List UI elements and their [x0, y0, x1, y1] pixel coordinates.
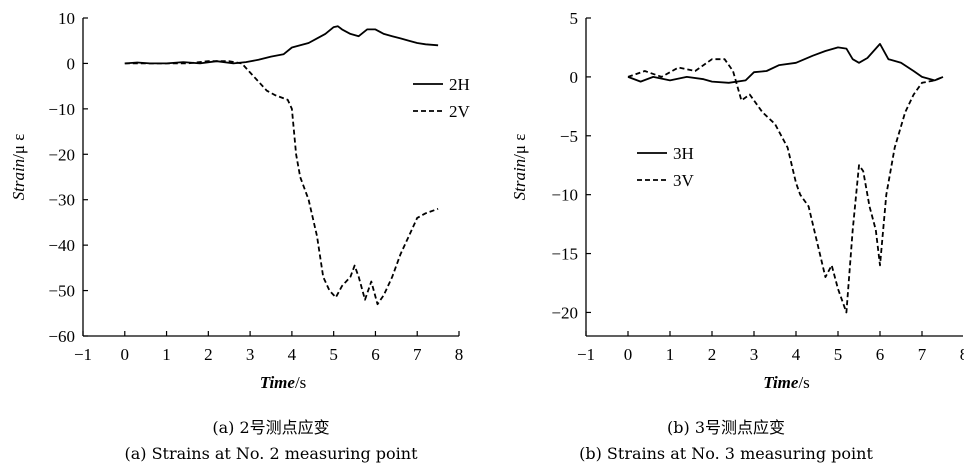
y-tick-label: −20	[551, 303, 578, 322]
x-tick-label: −1	[577, 345, 595, 364]
x-tick-label: 0	[624, 345, 633, 364]
y-axis-label-name: Strain	[9, 159, 28, 201]
series-line-2V	[124, 60, 439, 306]
x-tick-label: 4	[288, 345, 297, 364]
x-tick-label: 5	[834, 345, 843, 364]
y-tick-label: −10	[48, 100, 75, 119]
legend-label-2V: 2V	[449, 102, 471, 121]
series-line-3V	[627, 58, 944, 314]
x-tick-label: −1	[74, 345, 92, 364]
caption-cn: (a) 2号测点应变	[212, 418, 329, 437]
x-tick-label: 2	[204, 345, 213, 364]
y-tick-label: −40	[48, 236, 75, 255]
y-tick-label: 0	[570, 68, 579, 87]
legend-label-2H: 2H	[449, 75, 470, 94]
y-tick-label: −15	[551, 245, 578, 264]
y-axis-label: Strain/μ ε	[510, 134, 529, 201]
x-tick-label: 8	[960, 345, 964, 364]
y-tick-label: −10	[551, 186, 578, 205]
x-axis-label-name: Time	[763, 373, 799, 392]
x-tick-label: 4	[792, 345, 801, 364]
series-line-3H	[627, 43, 944, 84]
y-axis-label: Strain/μ ε	[9, 134, 28, 201]
x-axis-label-unit: /s	[295, 373, 306, 392]
x-tick-label: 1	[666, 345, 675, 364]
y-tick-label: 10	[58, 9, 75, 28]
x-tick-label: 5	[329, 345, 338, 364]
caption-en: (a) Strains at No. 2 measuring point	[124, 444, 418, 463]
x-tick-label: 6	[371, 345, 380, 364]
x-tick-label: 0	[121, 345, 130, 364]
caption-en: (b) Strains at No. 3 measuring point	[579, 444, 873, 463]
x-tick-label: 1	[162, 345, 171, 364]
y-tick-label: 5	[570, 9, 579, 28]
y-tick-label: −20	[48, 145, 75, 164]
x-axis-label-name: Time	[260, 373, 296, 392]
x-tick-label: 8	[455, 345, 464, 364]
y-axis-label-name: Strain	[510, 159, 529, 201]
series-line-2H	[124, 25, 439, 65]
x-tick-label: 3	[750, 345, 759, 364]
x-axis-label: Time/s	[763, 373, 810, 392]
x-tick-label: 6	[876, 345, 885, 364]
y-tick-label: −50	[48, 282, 75, 301]
y-axis-label-unit: /μ ε	[510, 134, 529, 159]
x-tick-label: 7	[918, 345, 927, 364]
y-tick-label: −30	[48, 191, 75, 210]
legend-label-3V: 3V	[673, 171, 695, 190]
x-tick-label: 7	[413, 345, 422, 364]
caption-cn: (b) 3号测点应变	[667, 418, 785, 437]
y-axis-label-unit: /μ ε	[9, 134, 28, 159]
x-axis-label-unit: /s	[798, 373, 809, 392]
y-tick-label: 0	[67, 54, 76, 73]
legend-label-3H: 3H	[673, 144, 694, 163]
y-tick-label: −5	[560, 127, 578, 146]
x-axis-label: Time/s	[260, 373, 307, 392]
x-tick-label: 2	[708, 345, 717, 364]
x-tick-label: 3	[246, 345, 255, 364]
y-tick-label: −60	[48, 327, 75, 346]
